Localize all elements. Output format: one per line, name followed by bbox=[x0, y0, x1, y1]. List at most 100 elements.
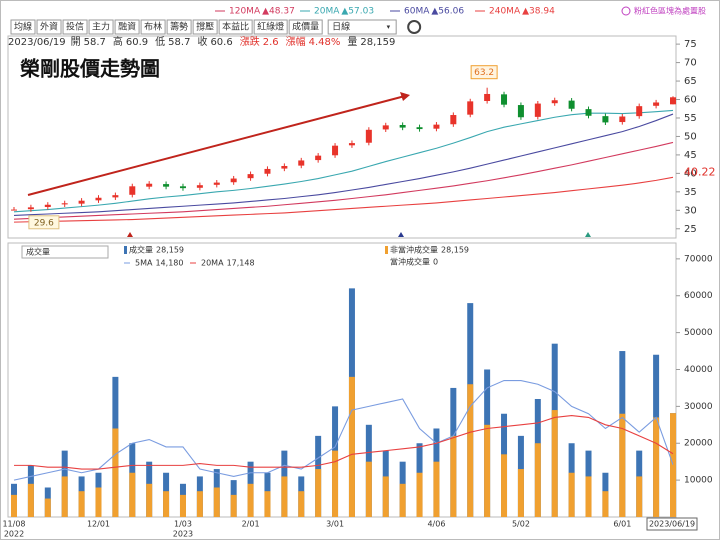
y-tick-label: 65 bbox=[684, 76, 697, 87]
price-marker: 40.22 bbox=[684, 166, 716, 179]
toolbar-button[interactable] bbox=[253, 19, 288, 35]
x-year-label: 2023 bbox=[173, 530, 193, 539]
selector-label[interactable]: 成交量 bbox=[26, 247, 50, 257]
info-label: 收 bbox=[197, 35, 207, 48]
info-value: 60.9 bbox=[126, 37, 148, 48]
volume-bar bbox=[112, 428, 119, 517]
candle-body bbox=[653, 102, 660, 106]
toolbar-button[interactable] bbox=[36, 19, 62, 35]
volume-bar bbox=[281, 476, 288, 517]
volume-bar bbox=[382, 476, 389, 517]
toolbar-button[interactable] bbox=[218, 19, 253, 35]
volume-bar bbox=[365, 461, 372, 517]
toolbar-button-label[interactable]: 撐壓 bbox=[196, 21, 214, 33]
volume-bar bbox=[196, 491, 203, 517]
ma-line bbox=[13, 176, 674, 223]
y-tick-label: 60000 bbox=[684, 291, 713, 301]
candle-body bbox=[382, 125, 389, 130]
candle-body bbox=[213, 182, 220, 185]
info-label: 高 bbox=[113, 35, 123, 48]
toolbar-button-label[interactable]: 投信 bbox=[66, 21, 84, 33]
volume-bar bbox=[602, 491, 609, 517]
legend-name: 成交量 bbox=[129, 245, 153, 255]
toolbar-button-label[interactable]: 融資 bbox=[118, 21, 136, 33]
volume-bar bbox=[78, 491, 85, 517]
selector-box[interactable] bbox=[21, 245, 109, 259]
candle-body bbox=[230, 178, 237, 183]
x-year-label: 2022 bbox=[4, 530, 24, 539]
candle-body bbox=[534, 103, 541, 117]
legend-name: 240MA bbox=[489, 7, 521, 17]
candle-body bbox=[484, 93, 491, 101]
event-marker bbox=[398, 232, 404, 237]
y-tick-label: 25 bbox=[684, 224, 697, 235]
volume-bar bbox=[332, 450, 339, 517]
candle-body bbox=[619, 116, 626, 123]
info-value: 58.7 bbox=[168, 37, 190, 48]
toolbar-button-label[interactable]: 外資 bbox=[40, 21, 58, 33]
x-tick-label: 3/01 bbox=[326, 520, 344, 529]
candle-body bbox=[281, 165, 288, 169]
volume-bar bbox=[264, 491, 271, 517]
candle-body bbox=[568, 100, 575, 109]
volume-bar bbox=[247, 483, 254, 517]
toolbar-button-label[interactable]: 紅綠燈 bbox=[257, 21, 284, 33]
volume-bar bbox=[450, 435, 457, 517]
toolbar-button[interactable] bbox=[10, 19, 36, 35]
volume-bar bbox=[399, 483, 406, 517]
toolbar-button[interactable] bbox=[140, 19, 166, 35]
y-tick-label: 10000 bbox=[684, 476, 713, 486]
info-label: 漲跌 bbox=[240, 35, 260, 48]
toolbar-button[interactable] bbox=[192, 19, 218, 35]
toolbar-button-label[interactable]: 籌勢 bbox=[170, 21, 188, 33]
period-arrow: ▾ bbox=[387, 23, 391, 31]
ma-line bbox=[13, 141, 674, 220]
info-label: 低 bbox=[155, 35, 165, 48]
candle-body bbox=[585, 109, 592, 116]
volume-bar bbox=[298, 491, 305, 517]
volume-bar bbox=[670, 413, 676, 517]
period-label[interactable]: 日線 bbox=[332, 21, 350, 33]
y-tick-label: 50 bbox=[684, 131, 697, 142]
toolbar-button[interactable] bbox=[166, 19, 192, 35]
period-select[interactable] bbox=[327, 19, 397, 35]
candle-body bbox=[551, 100, 558, 104]
toolbar-button-label[interactable]: 布林 bbox=[144, 21, 162, 33]
toolbar-button-label[interactable]: 本益比 bbox=[222, 21, 249, 33]
volume-bar bbox=[653, 417, 660, 517]
volume-bar bbox=[163, 491, 170, 517]
event-marker bbox=[585, 232, 591, 237]
volume-bar bbox=[95, 487, 102, 517]
volume-bar bbox=[348, 376, 355, 517]
candle-body bbox=[61, 203, 68, 205]
settings-button[interactable] bbox=[407, 20, 422, 34]
chart-title: 榮剛股價走勢圖 bbox=[20, 57, 160, 81]
volume-bar bbox=[433, 461, 440, 517]
candle-body bbox=[146, 183, 153, 187]
y-tick-label: 20000 bbox=[684, 439, 713, 449]
volume-bar bbox=[517, 469, 524, 517]
candle-body bbox=[163, 184, 170, 187]
legend-name: 非當沖成交量 bbox=[390, 245, 438, 255]
toolbar-button[interactable] bbox=[114, 19, 140, 35]
toolbar-button-label[interactable]: 主力 bbox=[92, 21, 110, 33]
volume-bar bbox=[179, 494, 186, 517]
volume-bar bbox=[27, 483, 34, 517]
candle-body bbox=[450, 115, 457, 125]
toolbar-button-label[interactable]: 均線 bbox=[14, 21, 32, 33]
toolbar-button[interactable] bbox=[88, 19, 114, 35]
toolbar-button-label[interactable]: 成價量 bbox=[292, 21, 319, 33]
candle-body bbox=[433, 124, 440, 129]
legend-value: 28,159 bbox=[156, 246, 184, 255]
legend-name: 20MA bbox=[201, 259, 224, 268]
toolbar-button[interactable] bbox=[288, 19, 323, 35]
toolbar-button[interactable] bbox=[62, 19, 88, 35]
volume-ma-line bbox=[13, 380, 674, 481]
volume-bar bbox=[619, 413, 626, 517]
candle-body bbox=[670, 97, 676, 105]
legend-name: 5MA bbox=[135, 259, 153, 268]
volume-bar bbox=[146, 483, 153, 517]
candle-body bbox=[11, 209, 17, 211]
x-tick-label: 6/01 bbox=[613, 520, 631, 529]
